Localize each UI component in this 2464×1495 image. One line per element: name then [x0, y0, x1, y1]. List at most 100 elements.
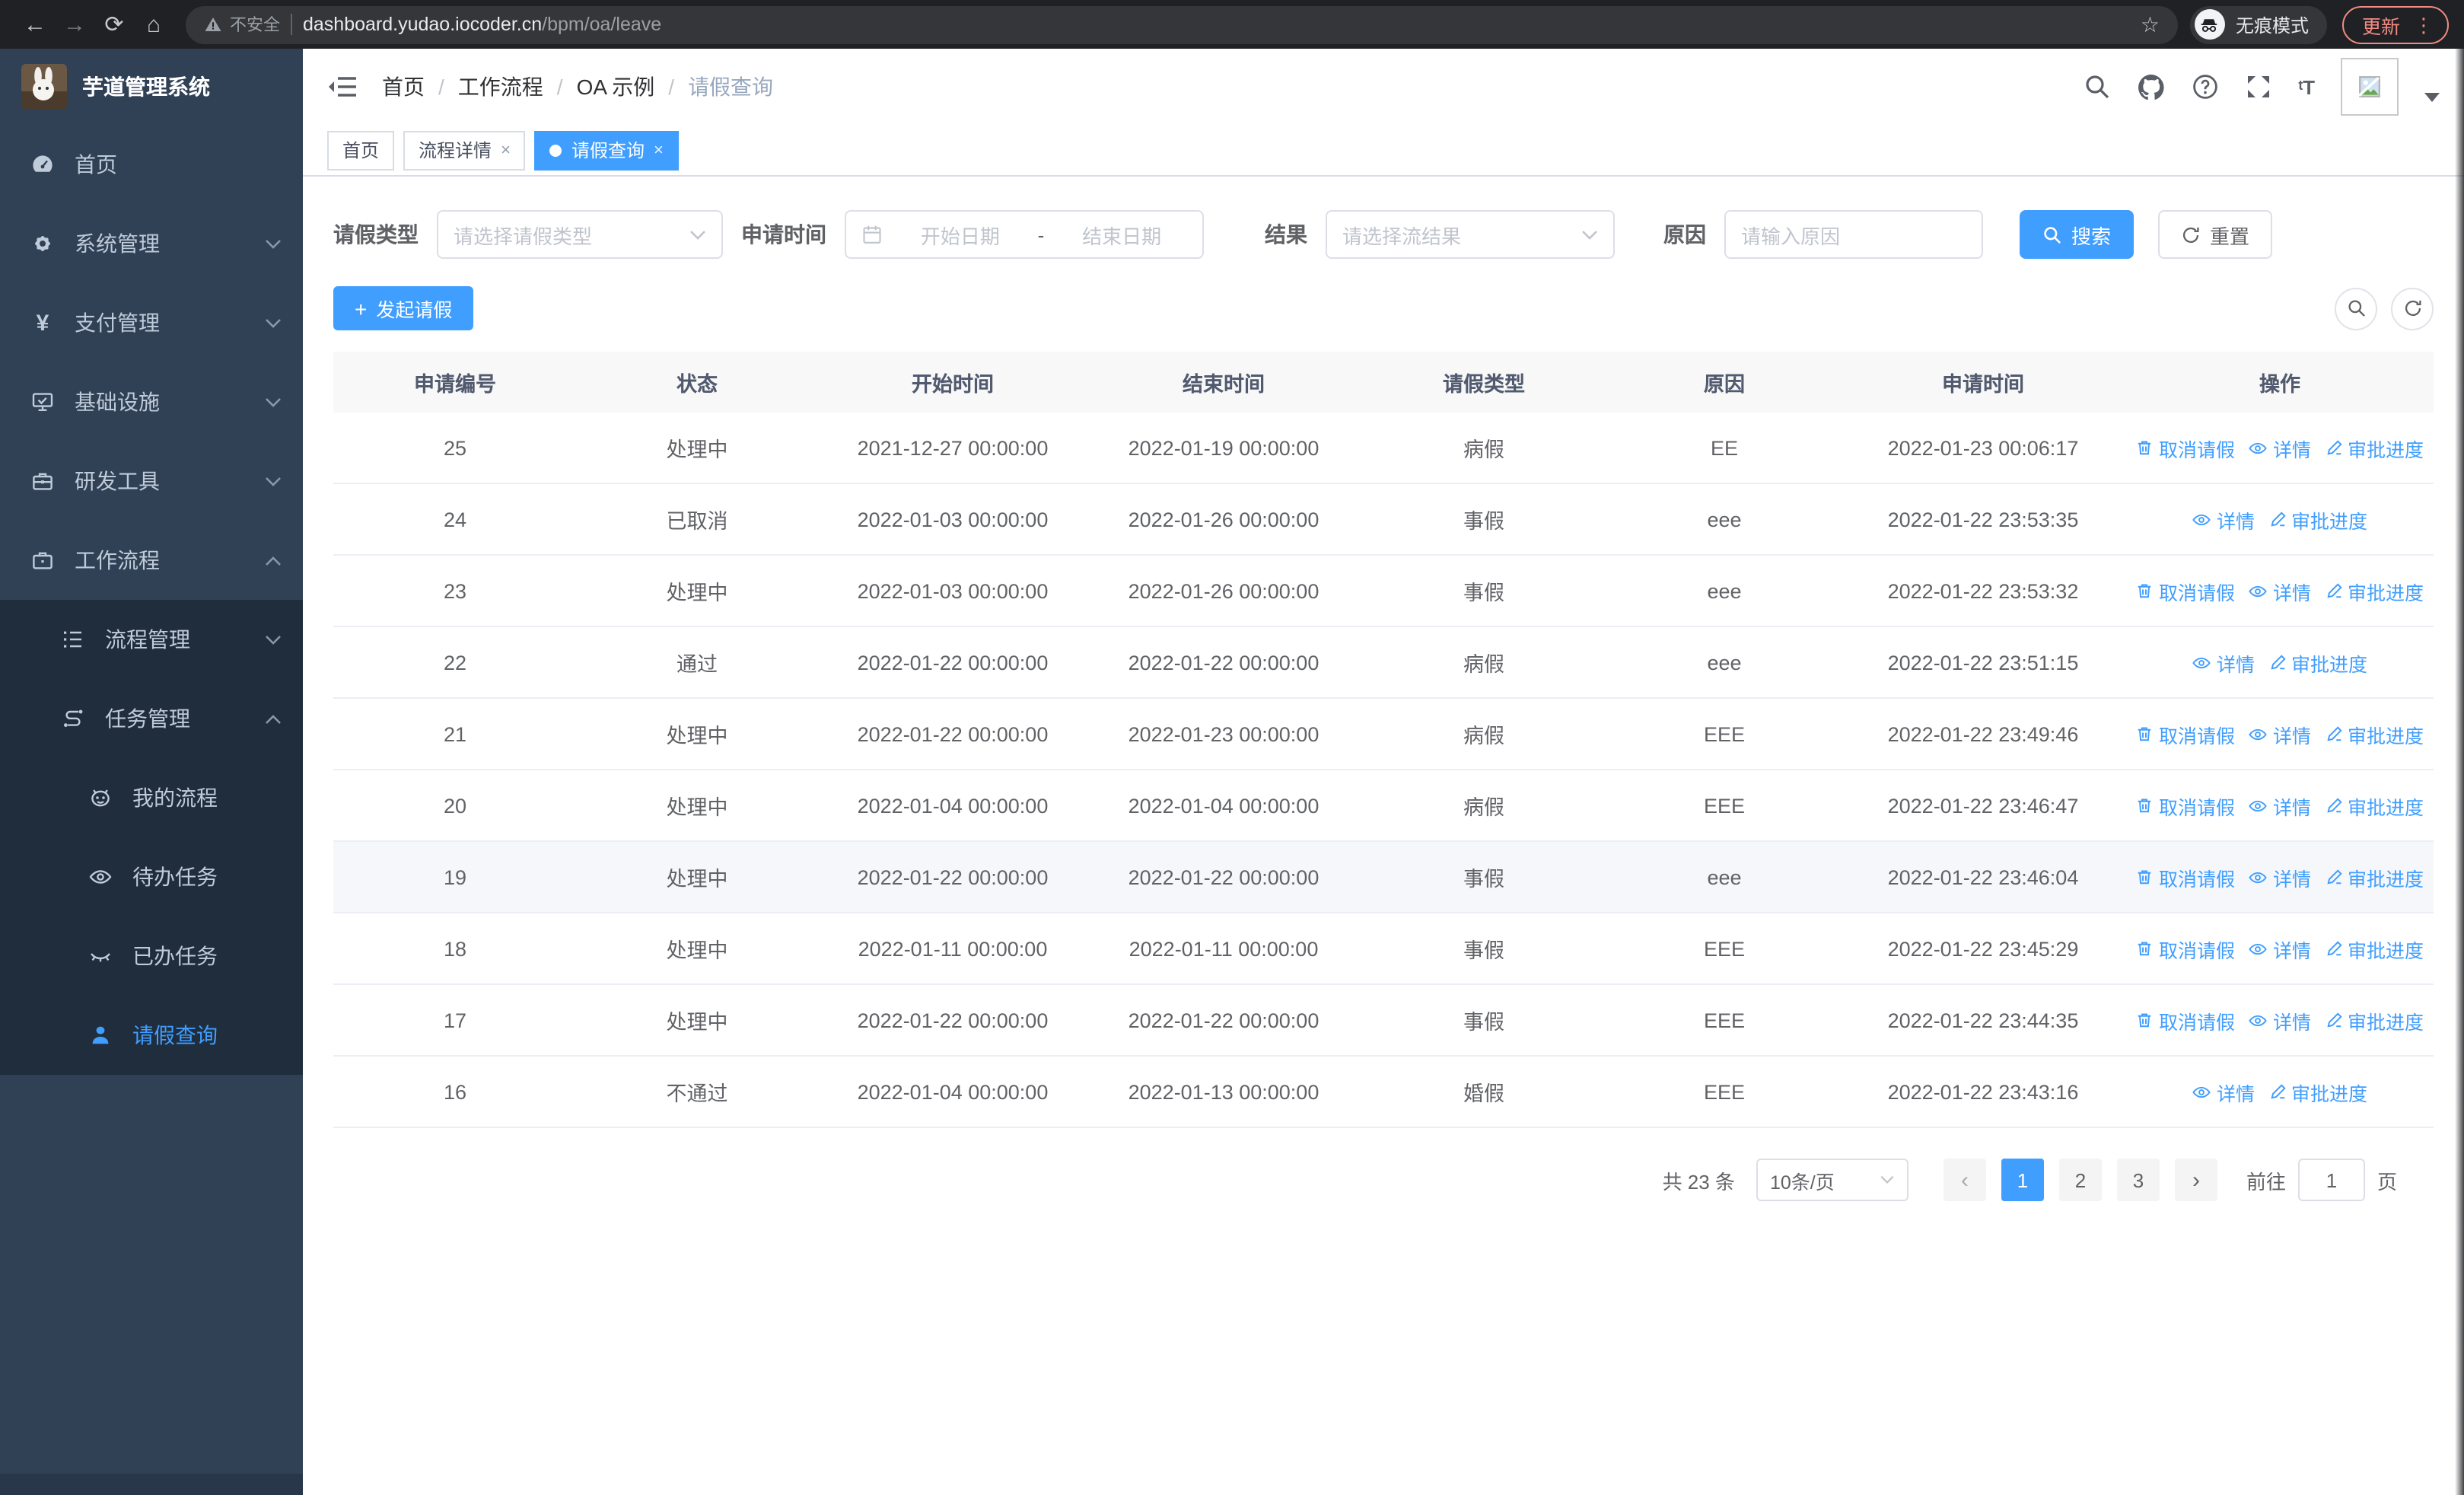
fullscreen-icon[interactable] [2245, 73, 2272, 100]
detail-link[interactable]: 详情 [2249, 719, 2311, 748]
forward-icon[interactable]: → [63, 11, 86, 37]
breadcrumb-workflow[interactable]: 工作流程 [457, 75, 543, 99]
cell-apply-id: 16 [443, 1080, 467, 1103]
cancel-leave-link[interactable]: 取消请假 [2136, 934, 2235, 963]
help-icon[interactable] [2192, 73, 2219, 100]
eye-icon [2249, 871, 2268, 883]
reason-input[interactable]: 请输入原因 [1724, 210, 1983, 259]
detail-link[interactable]: 详情 [2249, 791, 2311, 820]
browser-menu-icon[interactable]: ⋮ [2414, 13, 2434, 36]
cell-reason: eee [1707, 651, 1742, 674]
cancel-leave-link[interactable]: 取消请假 [2136, 791, 2235, 820]
sidebar-item-process-mgmt[interactable]: 流程管理 [0, 600, 303, 679]
sidebar-item-label: 我的流程 [132, 786, 218, 810]
approval-progress-link[interactable]: 审批进度 [2268, 505, 2367, 534]
tab-process-detail[interactable]: 流程详情 × [403, 130, 526, 170]
search-button[interactable]: 搜索 [2020, 210, 2135, 259]
cell-status: 处理中 [666, 582, 728, 604]
approval-progress-link[interactable]: 审批进度 [2325, 576, 2424, 605]
detail-link[interactable]: 详情 [2249, 934, 2311, 963]
sidebar-item-system[interactable]: 系统管理 [0, 204, 303, 283]
sidebar-item-payment[interactable]: ¥ 支付管理 [0, 283, 303, 362]
address-bar[interactable]: 不安全 dashboard.yudao.iocoder.cn/bpm/oa/le… [186, 5, 2178, 43]
avatar-caret-icon[interactable] [2424, 93, 2440, 102]
pen-icon [2326, 440, 2341, 455]
back-icon[interactable]: ← [24, 11, 46, 37]
page-button-1[interactable]: 1 [2001, 1159, 2044, 1201]
leave-type-select[interactable]: 请选择请假类型 [437, 210, 723, 259]
approval-progress-link[interactable]: 审批进度 [2268, 1077, 2367, 1106]
breadcrumb-oa-example[interactable]: OA 示例 [576, 75, 655, 99]
cell-status: 处理中 [666, 796, 728, 819]
table-row: 24 已取消 2022-01-03 00:00:00 2022-01-26 00… [333, 484, 2434, 556]
approval-progress-link[interactable]: 审批进度 [2325, 862, 2424, 891]
cancel-leave-link[interactable]: 取消请假 [2136, 576, 2235, 605]
cell-apply-time: 2022-01-22 23:46:04 [1887, 865, 2079, 888]
cancel-leave-link[interactable]: 取消请假 [2136, 1006, 2235, 1034]
reset-button[interactable]: 重置 [2158, 210, 2273, 259]
create-leave-button[interactable]: + 发起请假 [333, 286, 474, 330]
reload-icon[interactable]: ⟳ [104, 12, 124, 38]
result-select[interactable]: 请选择流结果 [1326, 210, 1615, 259]
approval-progress-link[interactable]: 审批进度 [2325, 934, 2424, 963]
refresh-table-button[interactable] [2391, 287, 2434, 330]
page-size-select[interactable]: 10条/页 [1756, 1159, 1908, 1201]
sidebar-item-done-tasks[interactable]: 已办任务 [0, 916, 303, 996]
collapse-sidebar-icon[interactable] [327, 73, 358, 100]
tab-home[interactable]: 首页 [327, 130, 395, 170]
cancel-leave-link[interactable]: 取消请假 [2136, 433, 2235, 462]
close-icon[interactable]: × [653, 141, 664, 159]
security-warning[interactable]: 不安全 [204, 12, 280, 37]
detail-link[interactable]: 详情 [2192, 505, 2255, 534]
goto-page-input[interactable]: 1 [2297, 1159, 2365, 1201]
detail-link[interactable]: 详情 [2192, 648, 2255, 677]
avatar[interactable] [2341, 58, 2399, 116]
yen-icon: ¥ [36, 311, 49, 336]
warning-icon [205, 18, 221, 31]
cell-end-time: 2022-01-04 00:00:00 [1128, 794, 1320, 817]
detail-link[interactable]: 详情 [2249, 433, 2311, 462]
approval-progress-link[interactable]: 审批进度 [2325, 1006, 2424, 1034]
cell-leave-type: 事假 [1463, 1011, 1504, 1034]
detail-link[interactable]: 详情 [2249, 862, 2311, 891]
toggle-search-button[interactable] [2335, 287, 2377, 330]
approval-progress-link[interactable]: 审批进度 [2325, 433, 2424, 462]
bookmark-star-icon[interactable]: ☆ [2140, 11, 2160, 36]
sidebar-item-home[interactable]: 首页 [0, 125, 303, 204]
approval-progress-link[interactable]: 审批进度 [2325, 719, 2424, 748]
page-button-3[interactable]: 3 [2116, 1159, 2160, 1201]
sidebar-item-devtools[interactable]: 研发工具 [0, 441, 303, 521]
home-icon[interactable]: ⌂ [146, 11, 161, 37]
sidebar-item-infrastructure[interactable]: 基础设施 [0, 362, 303, 441]
sidebar-item-leave-query[interactable]: 请假查询 [0, 996, 303, 1075]
chrome-update-button[interactable]: 更新 ⋮ [2341, 5, 2449, 43]
detail-link[interactable]: 详情 [2192, 1077, 2255, 1106]
cancel-leave-link[interactable]: 取消请假 [2136, 862, 2235, 891]
app-title: 芋道管理系统 [82, 75, 210, 99]
sidebar-item-my-process[interactable]: 我的流程 [0, 758, 303, 837]
page-button-2[interactable]: 2 [2058, 1159, 2102, 1201]
sidebar-item-task-mgmt[interactable]: 任务管理 [0, 679, 303, 758]
sidebar-item-workflow[interactable]: 工作流程 [0, 521, 303, 600]
detail-link[interactable]: 详情 [2249, 576, 2311, 605]
next-page-button[interactable]: › [2174, 1159, 2217, 1201]
apply-time-range-picker[interactable]: 开始日期 - 结束日期 [845, 210, 1204, 259]
github-icon[interactable] [2137, 72, 2166, 101]
breadcrumb-current: 请假查询 [688, 75, 774, 99]
tab-leave-query[interactable]: 请假查询 × [534, 130, 679, 170]
approval-progress-link[interactable]: 审批进度 [2268, 648, 2367, 677]
font-size-icon[interactable]: ᵗT [2298, 75, 2315, 98]
approval-progress-link[interactable]: 审批进度 [2325, 791, 2424, 820]
cell-status: 处理中 [666, 725, 728, 748]
cancel-leave-link[interactable]: 取消请假 [2136, 719, 2235, 748]
chevron-down-icon [1880, 1175, 1894, 1184]
sidebar-item-todo-tasks[interactable]: 待办任务 [0, 837, 303, 916]
cell-apply-time: 2022-01-22 23:44:35 [1887, 1009, 2079, 1031]
breadcrumb-home[interactable]: 首页 [382, 75, 425, 99]
header-search-icon[interactable] [2084, 73, 2111, 100]
detail-link[interactable]: 详情 [2249, 1006, 2311, 1034]
cell-apply-time: 2022-01-22 23:53:32 [1887, 579, 2079, 602]
prev-page-button[interactable]: ‹ [1943, 1159, 1986, 1201]
close-icon[interactable]: × [501, 141, 511, 159]
cell-actions: 详情 审批进度 [2126, 627, 2434, 697]
